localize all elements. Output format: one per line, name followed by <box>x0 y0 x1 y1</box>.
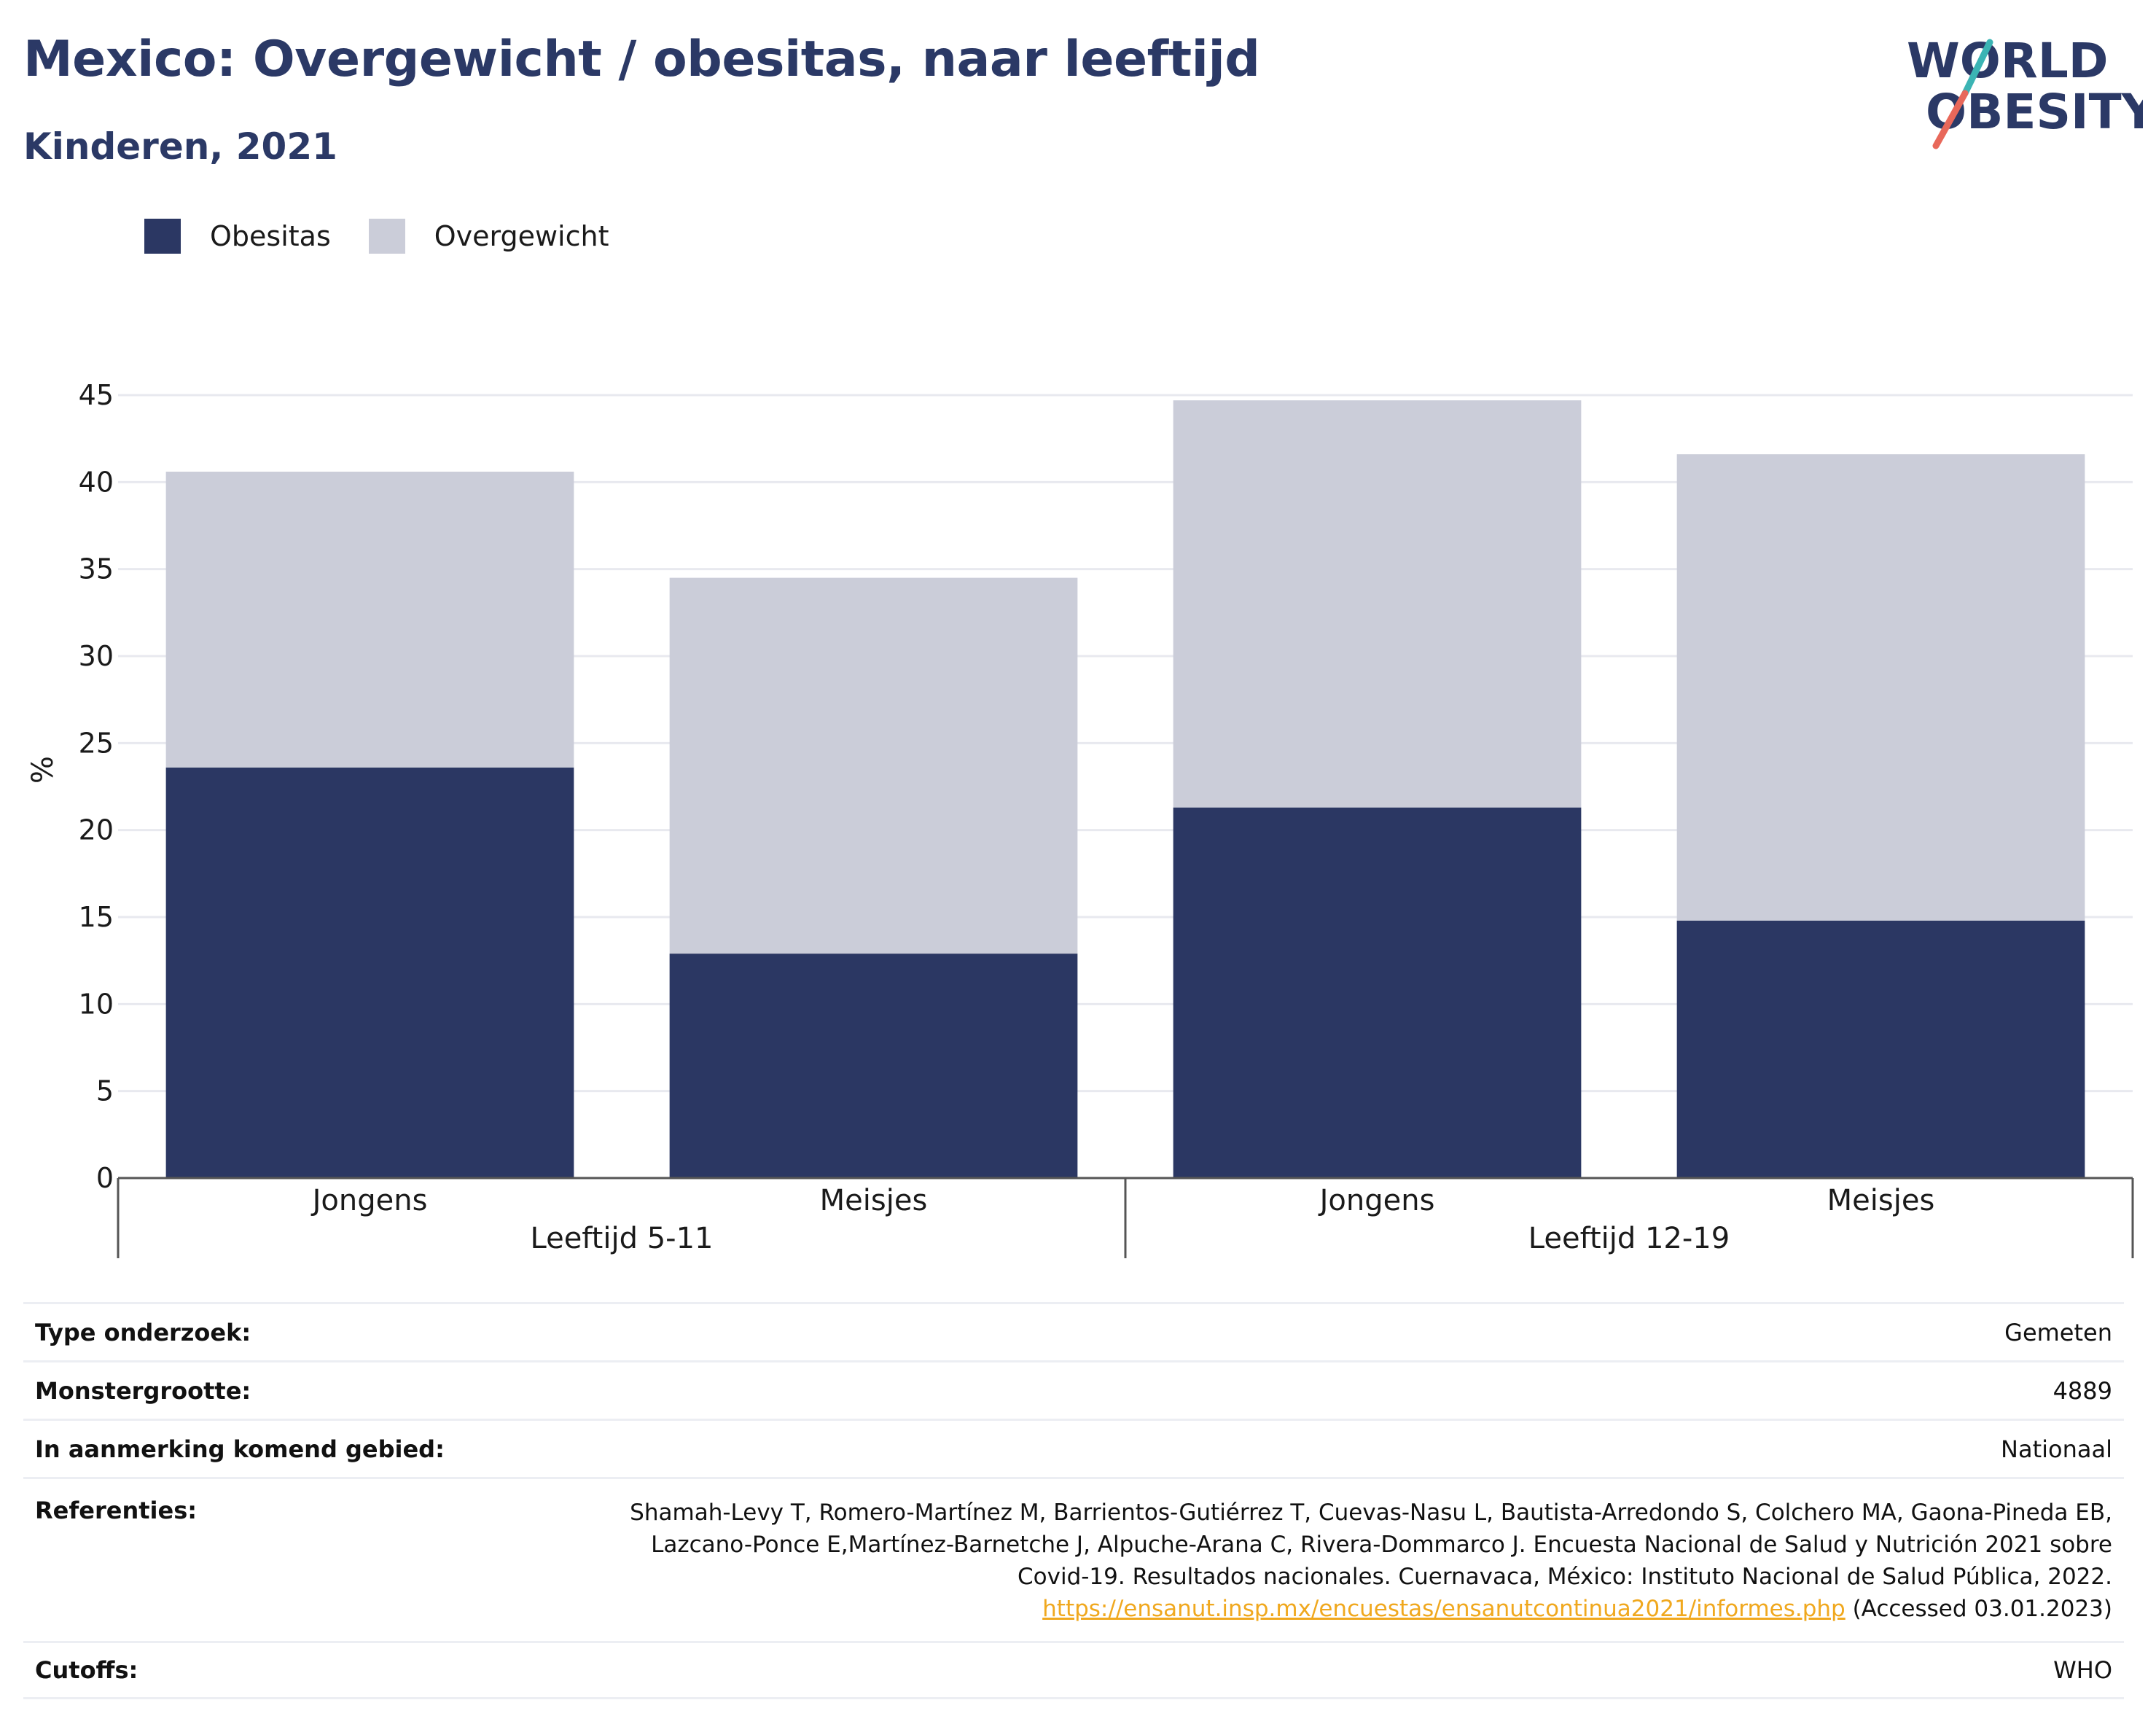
references-accessed: (Accessed 03.01.2023) <box>1845 1596 2112 1622</box>
info-row-cutoffs: Cutoffs: WHO <box>23 1641 2124 1699</box>
y-axis-title: % <box>26 756 60 784</box>
info-label-references: Referenties: <box>35 1497 198 1524</box>
bar-overgewicht <box>1676 454 2085 921</box>
group-label: Leeftijd 5-11 <box>531 1222 714 1255</box>
info-label-type: Type onderzoek: <box>35 1318 251 1346</box>
references-line: Shamah-Levy T, Romero-Martínez M, Barrie… <box>630 1500 2112 1526</box>
bar-obesitas <box>165 767 574 1178</box>
group-label: Leeftijd 12-19 <box>1528 1222 1730 1255</box>
legend-label-obesitas: Obesitas <box>210 220 331 252</box>
legend-item-obesitas[interactable]: Obesitas <box>144 219 331 254</box>
info-row-area: In aanmerking komend gebied: Nationaal <box>23 1419 2124 1477</box>
bar-obesitas <box>669 954 1078 1178</box>
info-label-area: In aanmerking komend gebied: <box>35 1435 445 1463</box>
legend-label-overgewicht: Overgewicht <box>434 220 609 252</box>
bar-obesitas <box>1676 920 2085 1178</box>
y-tick-label: 20 <box>79 814 114 846</box>
info-row-type: Type onderzoek: Gemeten <box>23 1302 2124 1360</box>
references-link[interactable]: https://ensanut.insp.mx/encuestas/ensanu… <box>1042 1596 1846 1622</box>
info-label-cutoffs: Cutoffs: <box>35 1656 138 1684</box>
page-subtitle: Kinderen, 2021 <box>23 125 337 168</box>
info-row-sample: Monstergrootte: 4889 <box>23 1360 2124 1419</box>
bar-overgewicht <box>1173 400 1582 808</box>
y-tick-label: 0 <box>96 1162 114 1194</box>
legend-item-overgewicht[interactable]: Overgewicht <box>368 219 609 254</box>
bar-overgewicht <box>669 577 1078 954</box>
x-tick-label: Meisjes <box>1827 1184 1935 1217</box>
page-title: Mexico: Overgewicht / obesitas, naar lee… <box>23 31 1260 88</box>
info-table: Type onderzoek: Gemeten Monstergrootte: … <box>23 1302 2124 1699</box>
logo-slash-red <box>1932 90 1969 149</box>
logo-slash-teal <box>1961 39 1993 97</box>
info-value-cutoffs: WHO <box>2053 1656 2112 1684</box>
bar-chart: 0 5 10 15 20 25 30 35 40 45% Jongens Meisjes Jongens… <box>26 379 2134 1258</box>
references-line: Covid-19. Resultados nacionales. Cuernav… <box>1018 1564 2112 1590</box>
info-value-area: Nationaal <box>2001 1435 2112 1463</box>
y-tick-label: 25 <box>79 727 114 759</box>
logo-line1: WORLD <box>1907 33 2109 89</box>
y-tick-label: 10 <box>79 988 114 1020</box>
y-tick-label: 30 <box>79 640 114 672</box>
y-tick-label: 40 <box>79 466 114 498</box>
x-tick-label: Meisjes <box>820 1184 928 1217</box>
info-value-type: Gemeten <box>2004 1318 2112 1346</box>
y-tick-label: 35 <box>79 553 114 585</box>
x-tick-label: Jongens <box>1318 1184 1435 1217</box>
legend-swatch-overgewicht <box>368 219 405 254</box>
y-tick-label: 45 <box>79 379 114 411</box>
references-line: Lazcano-Ponce E,Martínez-Barnetche J, Al… <box>651 1532 2112 1558</box>
info-row-references: Referenties: Shamah-Levy T, Romero-Martí… <box>23 1477 2124 1641</box>
chart-legend: Obesitas Overgewicht <box>144 216 647 257</box>
references-text: Shamah-Levy T, Romero-Martínez M, Barrie… <box>630 1497 2112 1625</box>
y-tick-label: 5 <box>96 1075 114 1107</box>
info-label-sample: Monstergrootte: <box>35 1376 251 1405</box>
info-value-sample: 4889 <box>2053 1376 2112 1405</box>
world-obesity-logo: WORLD OBESITY <box>1907 33 2143 149</box>
bar-overgewicht <box>165 472 574 768</box>
x-tick-label: Jongens <box>310 1184 428 1217</box>
y-tick-label: 15 <box>79 901 114 933</box>
legend-swatch-obesitas <box>144 219 181 254</box>
bar-obesitas <box>1173 807 1582 1178</box>
references-link-line: https://ensanut.insp.mx/encuestas/ensanu… <box>630 1593 2112 1625</box>
